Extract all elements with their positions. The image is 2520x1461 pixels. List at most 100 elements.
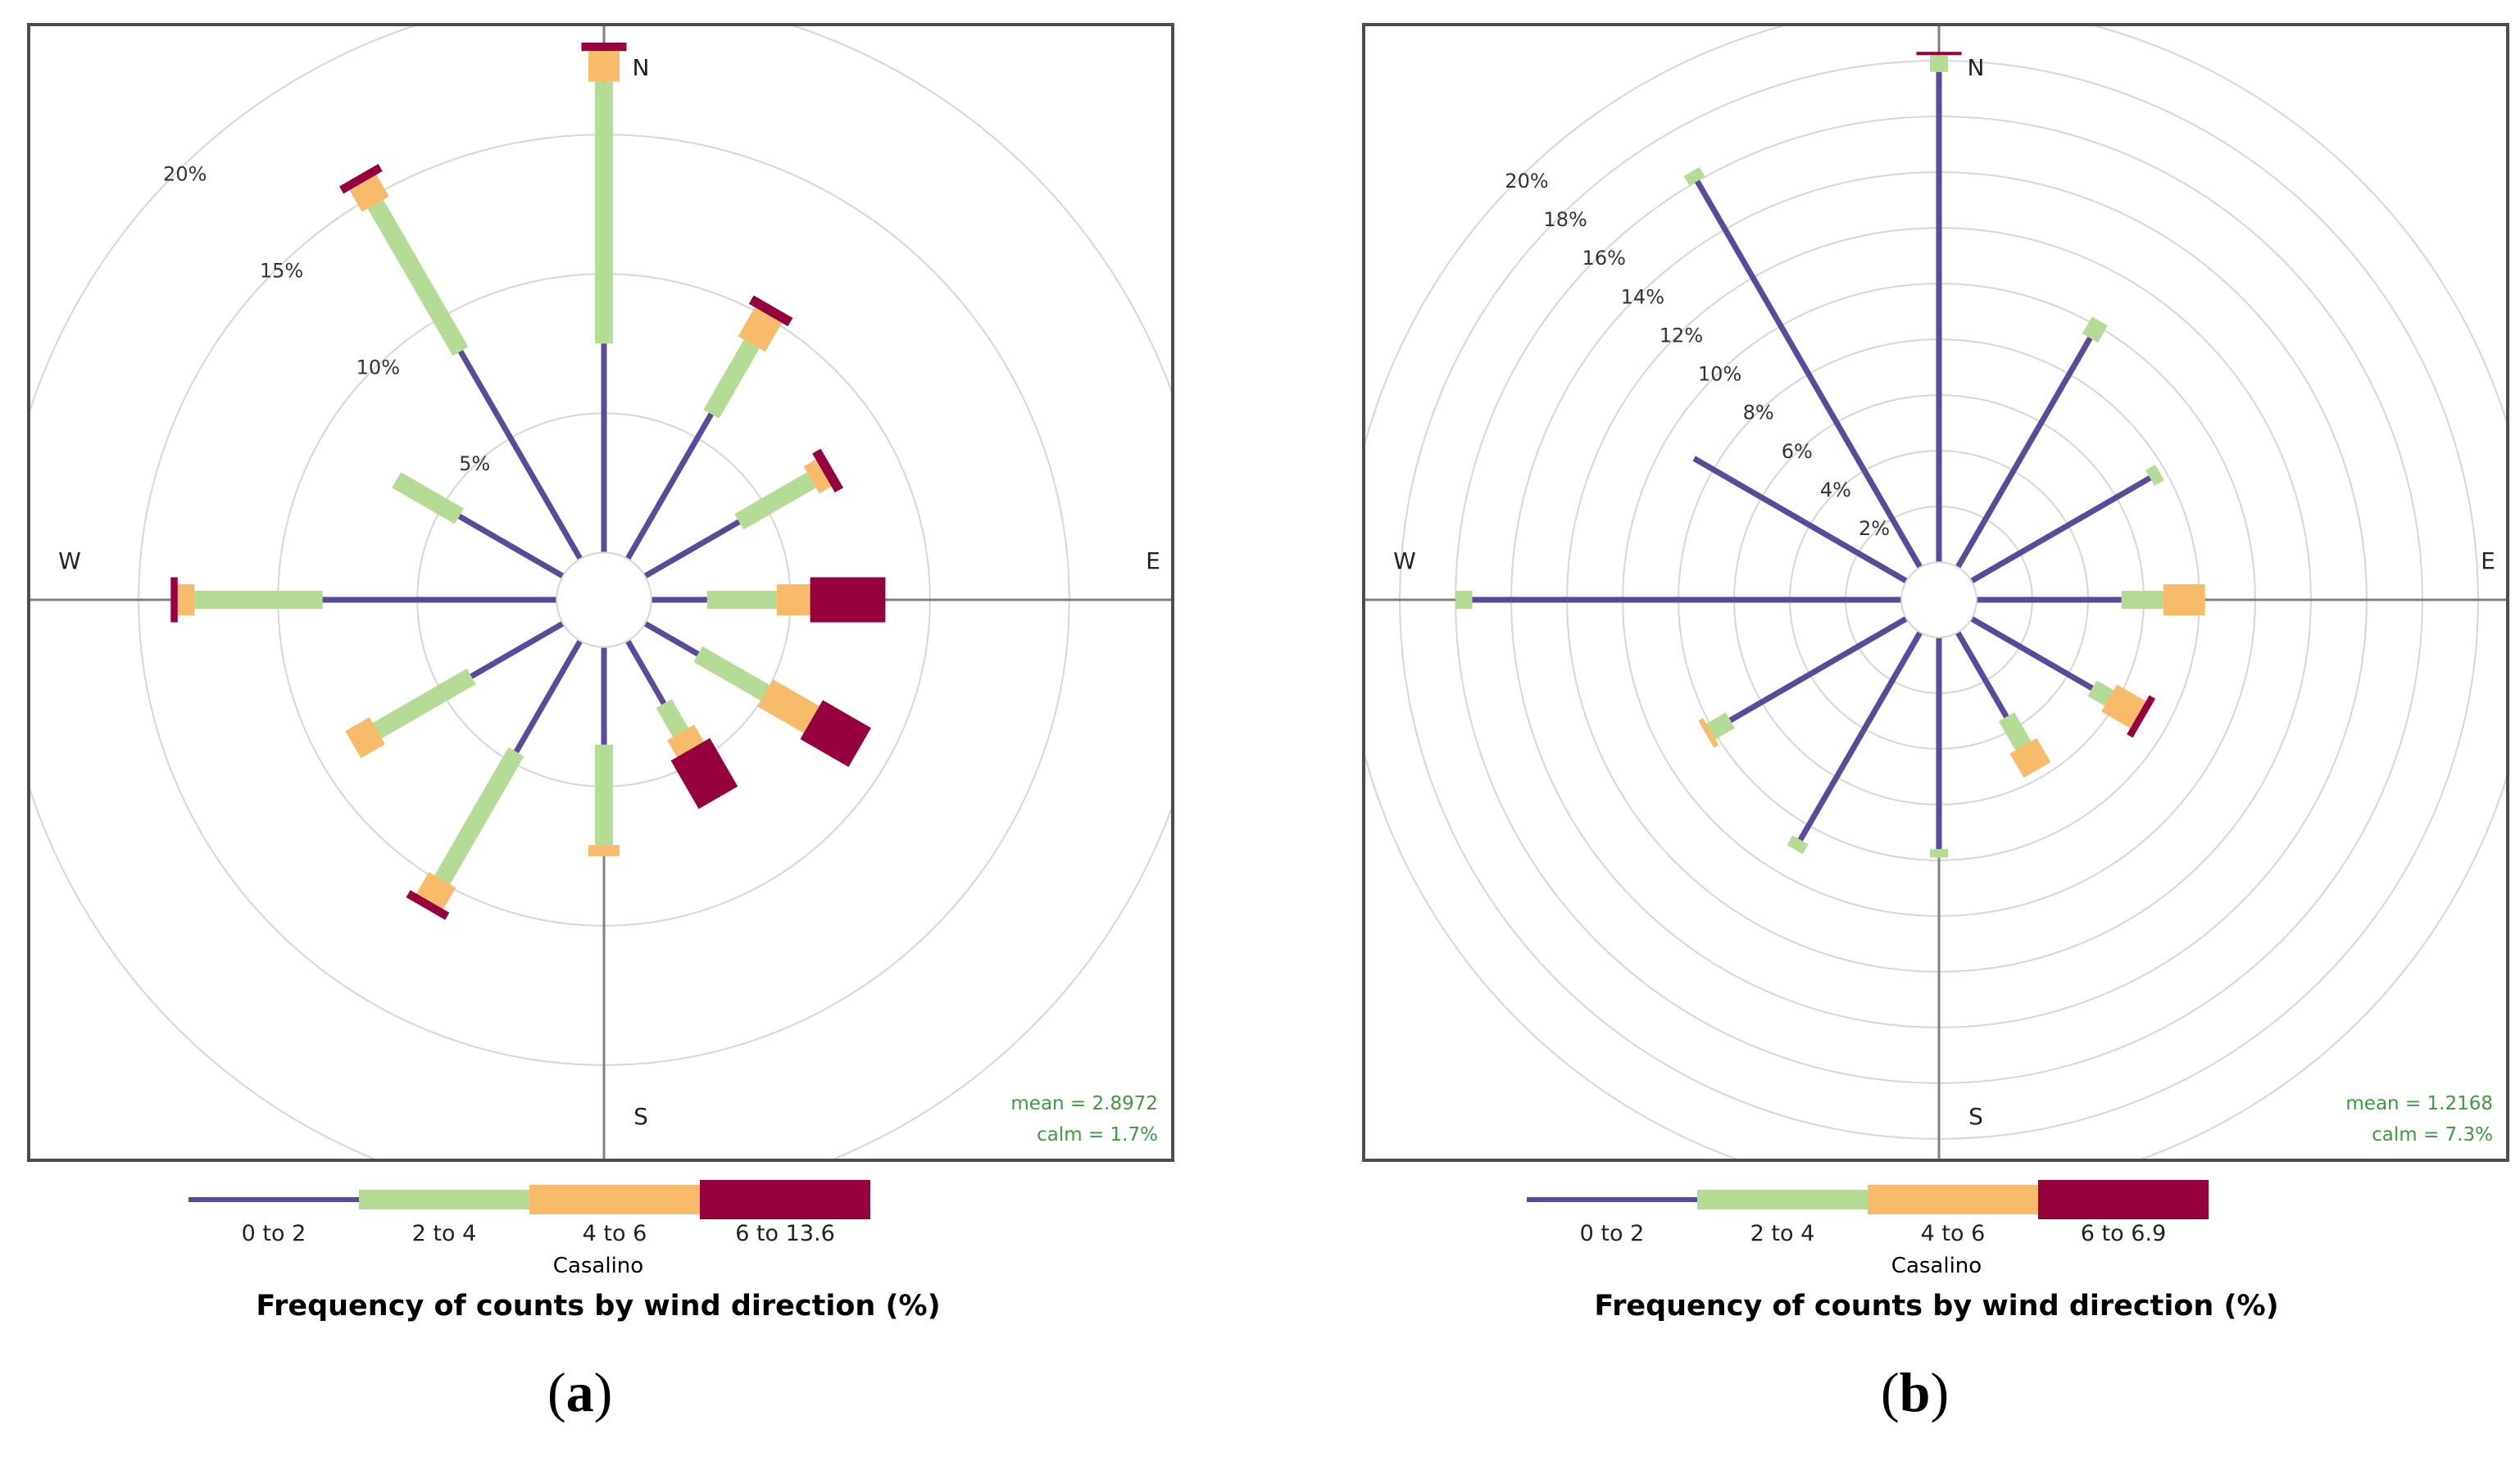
petal-a-270deg-bin0	[322, 597, 557, 603]
petal-b-210deg-bin0	[1797, 631, 1923, 842]
petal-a-150deg-bin3	[670, 737, 738, 810]
petal-a-90deg-bin2	[776, 584, 810, 615]
petal-a-180deg-bin2	[588, 845, 620, 856]
petal-b-330deg-bin0	[1695, 179, 1923, 569]
panel-letter-a: a	[565, 1361, 594, 1423]
direction-label-b-W: W	[1393, 547, 1416, 574]
petal-a-0deg-bin3	[581, 43, 627, 52]
legend-a: 0 to 2 2 to 4 4 to 6 6 to 13.6 Casalino Fre…	[188, 1175, 1008, 1404]
petal-a-30deg-bin1	[703, 339, 760, 419]
legend-key-b: 0 to 2 2 to 4 4 to 6 6 to 6.9	[1527, 1180, 2209, 1246]
ring-label-b-9: 20%	[1505, 170, 1548, 193]
legend-title-b: Frequency of counts by wind direction (%…	[1594, 1290, 2279, 1323]
legend-key-a: 0 to 2 2 to 4 4 to 6 6 to 13.6	[188, 1180, 870, 1246]
petal-a-60deg-bin3	[812, 448, 843, 493]
petal-b-150deg-bin0	[1955, 631, 2009, 719]
petal-a-120deg-bin0	[643, 620, 700, 657]
legend-swatch-b-0	[1527, 1197, 1697, 1202]
direction-label-a-S: S	[633, 1103, 648, 1130]
petal-b-210deg-bin1	[1787, 835, 1809, 855]
legend-label-b-3: 6 to 6.9	[2081, 1221, 2166, 1246]
petal-b-180deg-bin0	[1936, 637, 1942, 850]
petal-a-60deg-bin0	[643, 519, 741, 579]
petal-b-120deg-bin2	[2101, 684, 2146, 728]
petal-a-30deg-bin3	[748, 295, 793, 327]
petal-b-150deg-bin2	[2009, 737, 2051, 778]
petal-a-150deg-bin2	[667, 724, 704, 758]
panel-label-b: (b)	[1881, 1361, 1950, 1423]
direction-label-b-S: S	[1968, 1103, 1983, 1130]
ring-label-a-1: 10%	[356, 356, 400, 379]
ring-label-b-5: 12%	[1660, 324, 1703, 347]
ring-label-b-8: 18%	[1543, 208, 1587, 231]
legend-label-a-1: 2 to 4	[412, 1221, 477, 1246]
petal-b-240deg-bin2	[1698, 718, 1719, 748]
petal-b-120deg-bin1	[2087, 680, 2114, 706]
petal-a-210deg-bin1	[434, 747, 524, 885]
legend-label-b-2: 4 to 6	[1921, 1221, 1986, 1246]
petal-a-30deg-bin0	[624, 412, 714, 560]
petal-b-90deg-bin1	[2121, 591, 2164, 609]
petal-b-240deg-bin0	[1728, 615, 1908, 724]
petal-b-90deg-bin0	[1976, 597, 2122, 603]
ring-label-b-1: 4%	[1820, 479, 1851, 501]
legend-swatch-b-3	[2038, 1180, 2209, 1219]
petal-a-210deg-bin0	[513, 639, 583, 754]
petal-b-300deg-bin0	[1692, 456, 1908, 584]
petal-a-240deg-bin2	[345, 717, 385, 759]
petal-b-150deg-bin1	[1998, 712, 2032, 751]
windrose-panel-b: 2% 4% 6% 8% 10% 12% 14% 16% 18% 20% N E S W mean = 1.…	[1362, 23, 2509, 1162]
petal-a-90deg-bin1	[706, 591, 777, 609]
ring-label-b-0: 2%	[1859, 517, 1890, 540]
direction-label-b-E: E	[2481, 547, 2495, 574]
petal-b-60deg-bin0	[1970, 475, 2152, 584]
ring-label-b-3: 8%	[1743, 402, 1774, 424]
windrose-panel-a: 5% 10% 15% 20% N E S W mean = 2.8972 calm = 1.7…	[27, 23, 1174, 1162]
mean-text-b: mean = 1.2168	[2345, 1093, 2493, 1114]
legend-swatch-a-1	[359, 1190, 529, 1209]
petal-b-270deg-bin0	[1472, 597, 1902, 603]
petal-a-270deg-bin3	[170, 577, 178, 623]
petal-a-30deg-bin2	[738, 307, 783, 352]
petal-b-270deg-bin1	[1455, 591, 1473, 609]
petal-b-0deg-bin0	[1936, 71, 1942, 563]
petal-a-90deg-bin3	[810, 577, 886, 623]
petal-a-300deg-bin1	[392, 472, 464, 524]
ring-label-a-3: 20%	[163, 163, 207, 186]
petal-b-30deg-bin0	[1955, 336, 2093, 569]
petal-a-0deg-bin2	[588, 51, 620, 82]
station-name-b: Casalino	[1891, 1254, 1982, 1278]
legend-label-a-3: 6 to 13.6	[735, 1221, 835, 1246]
station-name-a: Casalino	[552, 1254, 644, 1278]
petal-a-330deg-bin2	[349, 175, 389, 212]
petal-a-270deg-bin2	[177, 584, 195, 615]
petal-a-300deg-bin0	[457, 514, 565, 579]
petal-a-180deg-bin0	[601, 647, 607, 745]
stats-box-b: mean = 1.2168 calm = 7.3%	[2345, 1088, 2493, 1150]
panel-label-a: (a)	[547, 1361, 613, 1423]
petal-a-150deg-bin1	[656, 699, 688, 737]
legend-swatch-b-1	[1697, 1190, 1868, 1209]
legend-label-b-0: 0 to 2	[1580, 1221, 1645, 1246]
petal-b-0deg-bin3	[1916, 52, 1962, 56]
legend-swatch-a-2	[529, 1185, 700, 1214]
petal-b-240deg-bin1	[1706, 712, 1735, 740]
petal-a-120deg-bin1	[693, 646, 770, 701]
petal-a-0deg-bin0	[601, 343, 607, 553]
petal-b-330deg-bin1	[1683, 166, 1705, 186]
legend-label-a-2: 4 to 6	[583, 1221, 647, 1246]
legend-swatch-a-3	[700, 1180, 870, 1219]
direction-label-a-W: W	[58, 547, 81, 574]
legend-label-a-0: 0 to 2	[242, 1221, 306, 1246]
petal-b-0deg-bin1	[1930, 55, 1948, 72]
legend-label-b-1: 2 to 4	[1750, 1221, 1815, 1246]
ring-label-b-4: 10%	[1698, 363, 1741, 386]
petal-b-120deg-bin3	[2127, 695, 2155, 738]
ring-label-a-0: 5%	[459, 452, 490, 475]
petal-a-90deg-bin0	[651, 597, 707, 603]
stats-box-a: mean = 2.8972 calm = 1.7%	[1010, 1088, 1158, 1150]
legend-b: 0 to 2 2 to 4 4 to 6 6 to 6.9 Casalino Freq…	[1527, 1175, 2346, 1404]
calm-text-b: calm = 7.3%	[2372, 1124, 2493, 1146]
petal-a-330deg-bin3	[339, 164, 383, 194]
calm-circle-a	[556, 551, 652, 648]
